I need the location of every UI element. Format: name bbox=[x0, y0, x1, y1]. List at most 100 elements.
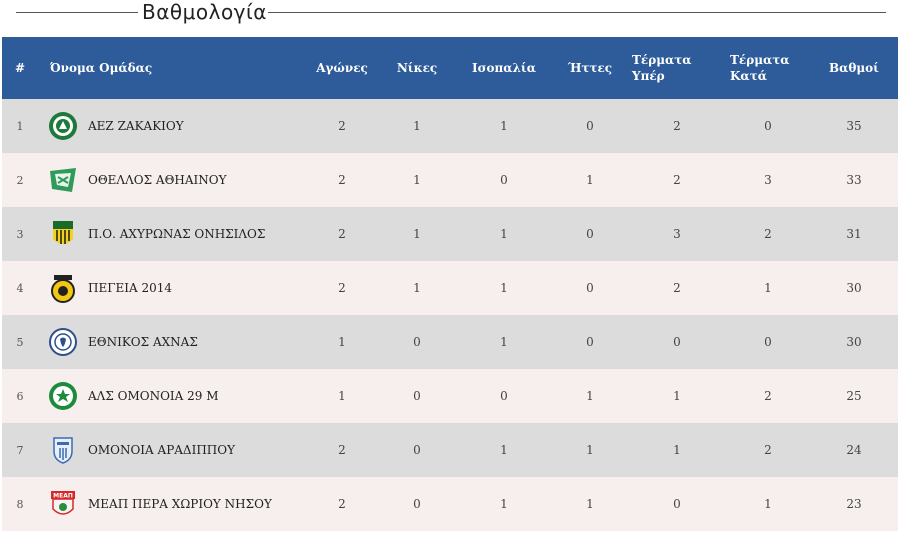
team-name[interactable]: ΟΜΟΝΟΙΑ ΑΡΑΔΙΠΠΟΥ bbox=[88, 443, 236, 457]
row-position: 2 bbox=[16, 173, 24, 187]
title-divider-right bbox=[268, 12, 886, 13]
cell-points: 23 bbox=[846, 497, 862, 511]
cell-goals-against: 0 bbox=[764, 335, 772, 349]
cell-wins: 1 bbox=[413, 173, 421, 187]
table-row[interactable]: 7 ΟΜΟΝΟΙΑ ΑΡΑΔΙΠΠΟΥ 2 0 1 1 1 2 24 bbox=[2, 423, 898, 477]
row-position: 1 bbox=[16, 119, 24, 133]
row-position: 4 bbox=[16, 281, 24, 295]
pegeia-logo bbox=[48, 273, 78, 303]
cell-wins: 0 bbox=[413, 389, 421, 403]
table-row[interactable]: 2 ΟΘΕΛΛΟΣ ΑΘΗΑΙΝΟΥ 2 1 0 1 2 3 33 bbox=[2, 153, 898, 207]
cell-draws: 1 bbox=[500, 335, 508, 349]
cell-losses: 1 bbox=[586, 497, 594, 511]
cell-matches: 2 bbox=[338, 119, 346, 133]
row-team[interactable]: ΟΜΟΝΟΙΑ ΑΡΑΔΙΠΠΟΥ bbox=[38, 423, 306, 477]
row-team[interactable]: ΜΕΑΠ ΜΕΑΠ ΠΕΡΑ ΧΩΡΙΟΥ ΝΗΣΟΥ bbox=[38, 477, 306, 531]
cell-goals-against: 2 bbox=[764, 227, 772, 241]
row-position: 5 bbox=[16, 335, 24, 349]
cell-matches: 1 bbox=[338, 389, 346, 403]
achyronas-logo bbox=[48, 219, 78, 249]
cell-points: 24 bbox=[846, 443, 862, 457]
standings-title-bar: Βαθμολογία bbox=[0, 0, 900, 34]
cell-losses: 0 bbox=[586, 119, 594, 133]
row-team[interactable]: ΠΕΓΕΙΑ 2014 bbox=[38, 261, 306, 315]
team-name[interactable]: Π.Ο. ΑΧΥΡΩΝΑΣ ΟΝΗΣΙΛΟΣ bbox=[88, 227, 266, 241]
cell-matches: 2 bbox=[338, 281, 346, 295]
cell-goals-for: 1 bbox=[673, 389, 681, 403]
header-goals-against[interactable]: Τέρματα Κατά bbox=[726, 37, 810, 99]
row-team[interactable]: ΑΕΖ ΖΑΚΑΚΙΟΥ bbox=[38, 99, 306, 153]
cell-goals-against: 2 bbox=[764, 389, 772, 403]
meap-logo: ΜΕΑΠ bbox=[48, 489, 78, 519]
cell-goals-for: 0 bbox=[673, 335, 681, 349]
cell-points: 33 bbox=[846, 173, 862, 187]
cell-points: 31 bbox=[846, 227, 862, 241]
row-team[interactable]: Π.Ο. ΑΧΥΡΩΝΑΣ ΟΝΗΣΙΛΟΣ bbox=[38, 207, 306, 261]
header-matches[interactable]: Αγώνες bbox=[316, 61, 368, 75]
cell-draws: 1 bbox=[500, 497, 508, 511]
header-losses[interactable]: Ήττες bbox=[567, 61, 613, 75]
cell-losses: 1 bbox=[586, 389, 594, 403]
header-team[interactable]: Όνομα Ομάδας bbox=[50, 61, 153, 75]
header-goals-for[interactable]: Τέρματα Υπέρ bbox=[628, 37, 726, 99]
cell-points: 30 bbox=[846, 281, 862, 295]
table-row[interactable]: 6 ΑΛΣ ΟΜΟΝΟΙΑ 29 Μ 1 0 0 1 1 2 25 bbox=[2, 369, 898, 423]
cell-draws: 1 bbox=[500, 443, 508, 457]
row-team[interactable]: ΑΛΣ ΟΜΟΝΟΙΑ 29 Μ bbox=[38, 369, 306, 423]
cell-wins: 0 bbox=[413, 443, 421, 457]
cell-goals-against: 3 bbox=[764, 173, 772, 187]
title-divider-left bbox=[16, 12, 138, 13]
team-name[interactable]: ΑΛΣ ΟΜΟΝΟΙΑ 29 Μ bbox=[88, 389, 219, 403]
team-name[interactable]: ΠΕΓΕΙΑ 2014 bbox=[88, 281, 173, 295]
team-name[interactable]: ΑΕΖ ΖΑΚΑΚΙΟΥ bbox=[88, 119, 184, 133]
cell-wins: 1 bbox=[413, 119, 421, 133]
omonoia-aradippou-logo bbox=[48, 435, 78, 465]
cell-goals-for: 1 bbox=[673, 443, 681, 457]
cell-goals-for: 2 bbox=[673, 281, 681, 295]
cell-matches: 2 bbox=[338, 173, 346, 187]
header-goals-for-line2: Υπέρ bbox=[632, 69, 665, 83]
cell-losses: 1 bbox=[586, 173, 594, 187]
cell-goals-for: 2 bbox=[673, 119, 681, 133]
cell-goals-against: 1 bbox=[764, 497, 772, 511]
cell-losses: 1 bbox=[586, 443, 594, 457]
team-name[interactable]: ΟΘΕΛΛΟΣ ΑΘΗΑΙΝΟΥ bbox=[88, 173, 227, 187]
cell-draws: 0 bbox=[500, 389, 508, 403]
meap-logo-text: ΜΕΑΠ bbox=[53, 493, 73, 500]
row-position: 7 bbox=[16, 443, 24, 457]
team-name[interactable]: ΕΘΝΙΚΟΣ ΑΧΝΑΣ bbox=[88, 335, 198, 349]
cell-matches: 2 bbox=[338, 497, 346, 511]
cell-wins: 1 bbox=[413, 281, 421, 295]
table-row[interactable]: 1 ΑΕΖ ΖΑΚΑΚΙΟΥ 2 1 1 0 2 0 35 bbox=[2, 99, 898, 153]
header-draws[interactable]: Ισοπαλία bbox=[472, 61, 536, 75]
cell-draws: 1 bbox=[500, 281, 508, 295]
header-goals-against-line2: Κατά bbox=[730, 69, 767, 83]
table-row[interactable]: 5 ΕΘΝΙΚΟΣ ΑΧΝΑΣ 1 0 1 0 0 0 30 bbox=[2, 315, 898, 369]
omonoia29-logo bbox=[48, 381, 78, 411]
standings-table: # Όνομα Ομάδας Αγώνες Νίκες Ισοπαλία Ήττ… bbox=[2, 37, 898, 531]
row-position: 6 bbox=[16, 389, 24, 403]
header-points[interactable]: Βαθμοί bbox=[829, 61, 879, 75]
cell-matches: 1 bbox=[338, 335, 346, 349]
aez-logo bbox=[48, 111, 78, 141]
cell-matches: 2 bbox=[338, 443, 346, 457]
row-team[interactable]: ΕΘΝΙΚΟΣ ΑΧΝΑΣ bbox=[38, 315, 306, 369]
table-row[interactable]: 8 ΜΕΑΠ ΜΕΑΠ ΠΕΡΑ ΧΩΡΙΟΥ ΝΗΣΟΥ 2 0 1 1 0 1 23 bbox=[2, 477, 898, 531]
table-row[interactable]: 3 Π.Ο. ΑΧΥΡΩΝΑΣ ΟΝΗΣΙΛΟΣ 2 1 1 0 3 2 31 bbox=[2, 207, 898, 261]
cell-goals-for: 2 bbox=[673, 173, 681, 187]
ethnikos-logo bbox=[48, 327, 78, 357]
table-row[interactable]: 4 ΠΕΓΕΙΑ 2014 2 1 1 0 2 1 30 bbox=[2, 261, 898, 315]
header-pos[interactable]: # bbox=[14, 61, 26, 75]
cell-losses: 0 bbox=[586, 281, 594, 295]
row-position: 3 bbox=[16, 227, 24, 241]
row-team[interactable]: ΟΘΕΛΛΟΣ ΑΘΗΑΙΝΟΥ bbox=[38, 153, 306, 207]
othellos-logo bbox=[48, 165, 78, 195]
cell-wins: 0 bbox=[413, 335, 421, 349]
cell-goals-against: 1 bbox=[764, 281, 772, 295]
team-name[interactable]: ΜΕΑΠ ΠΕΡΑ ΧΩΡΙΟΥ ΝΗΣΟΥ bbox=[88, 497, 272, 511]
header-wins[interactable]: Νίκες bbox=[396, 61, 438, 75]
row-position: 8 bbox=[16, 497, 24, 511]
cell-goals-against: 0 bbox=[764, 119, 772, 133]
cell-losses: 0 bbox=[586, 227, 594, 241]
cell-draws: 1 bbox=[500, 227, 508, 241]
